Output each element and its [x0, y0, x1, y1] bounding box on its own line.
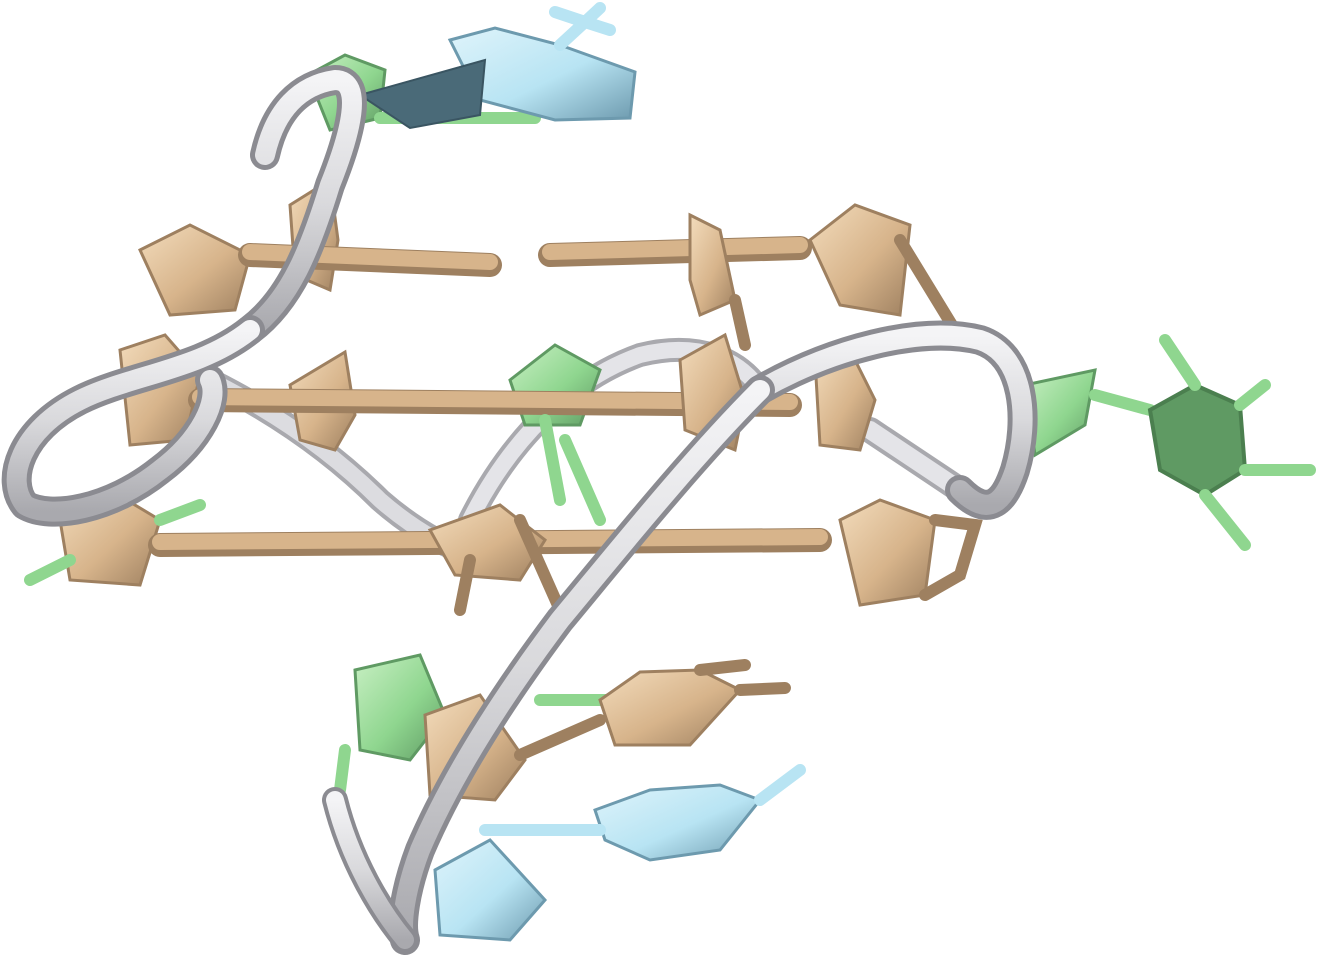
backbone-front [1, 65, 1038, 955]
g-tetrad-bottom [24, 488, 983, 616]
thymine-base-right [1147, 382, 1248, 498]
bottom-nucleotides [334, 653, 806, 942]
guanine-sugar-top-right-center [688, 212, 737, 318]
g-tetrad-middle [118, 332, 877, 526]
thymine-right [1023, 334, 1316, 551]
top-nucleotides [306, 2, 637, 132]
cytosine-base-bottom [593, 783, 763, 862]
guanine-sugar-top-right [808, 203, 912, 317]
guanine-base-loop [598, 668, 743, 747]
guanine-sugar-bottom-right [838, 498, 937, 607]
cytosine-base-top [447, 26, 637, 122]
cytosine-sugar-bottom [433, 838, 548, 942]
guanine-sugar-top-left [138, 223, 252, 317]
